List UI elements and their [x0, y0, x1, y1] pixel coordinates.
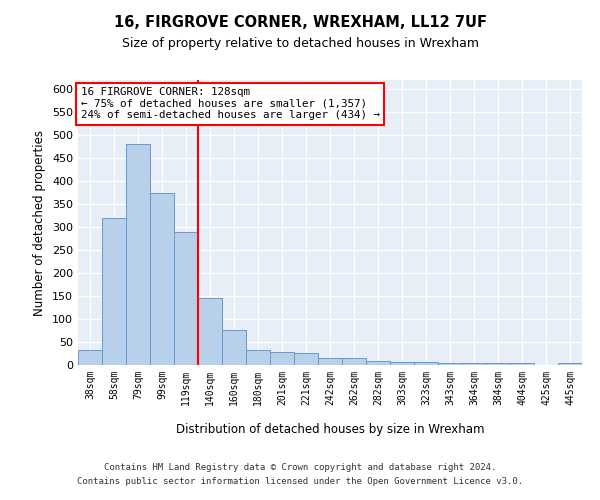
Bar: [462, 362, 486, 365]
Bar: [366, 361, 390, 365]
Bar: [510, 362, 534, 365]
Bar: [174, 232, 198, 365]
Text: 16 FIRGROVE CORNER: 128sqm
← 75% of detached houses are smaller (1,357)
24% of s: 16 FIRGROVE CORNER: 128sqm ← 75% of deta…: [80, 87, 380, 120]
Bar: [390, 362, 414, 365]
Bar: [126, 144, 150, 365]
Text: Contains HM Land Registry data © Crown copyright and database right 2024.: Contains HM Land Registry data © Crown c…: [104, 462, 496, 471]
Bar: [78, 350, 102, 365]
Bar: [558, 362, 582, 365]
Bar: [150, 192, 174, 365]
Bar: [318, 358, 342, 365]
Y-axis label: Number of detached properties: Number of detached properties: [34, 130, 46, 316]
Text: 16, FIRGROVE CORNER, WREXHAM, LL12 7UF: 16, FIRGROVE CORNER, WREXHAM, LL12 7UF: [113, 15, 487, 30]
Bar: [270, 352, 294, 365]
Bar: [486, 362, 510, 365]
Bar: [342, 358, 366, 365]
Bar: [246, 350, 270, 365]
Bar: [438, 362, 462, 365]
Text: Contains public sector information licensed under the Open Government Licence v3: Contains public sector information licen…: [77, 478, 523, 486]
Bar: [294, 352, 318, 365]
Bar: [414, 362, 438, 365]
Text: Distribution of detached houses by size in Wrexham: Distribution of detached houses by size …: [176, 422, 484, 436]
Bar: [102, 218, 126, 365]
Bar: [198, 298, 222, 365]
Text: Size of property relative to detached houses in Wrexham: Size of property relative to detached ho…: [121, 38, 479, 51]
Bar: [222, 330, 246, 365]
